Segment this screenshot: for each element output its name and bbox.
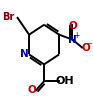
Text: Br: Br — [2, 12, 14, 22]
Text: OH: OH — [55, 76, 74, 86]
Text: N: N — [68, 35, 77, 45]
Text: O: O — [68, 21, 77, 31]
Text: N: N — [20, 49, 29, 59]
Text: O: O — [81, 42, 90, 53]
Text: +: + — [73, 31, 80, 40]
Text: O: O — [27, 85, 36, 95]
Text: −: − — [85, 39, 92, 48]
